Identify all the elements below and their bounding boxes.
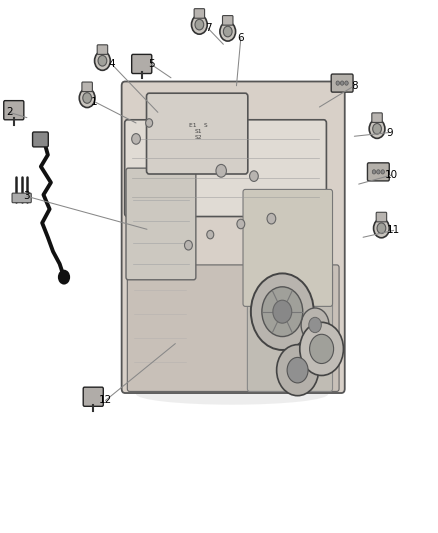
FancyBboxPatch shape	[83, 387, 103, 406]
FancyBboxPatch shape	[122, 82, 345, 393]
Text: 9: 9	[386, 127, 392, 138]
Circle shape	[220, 22, 236, 41]
FancyBboxPatch shape	[372, 113, 382, 123]
Circle shape	[223, 26, 232, 37]
Text: 2: 2	[6, 107, 13, 117]
Circle shape	[345, 81, 348, 85]
FancyBboxPatch shape	[126, 168, 196, 280]
Circle shape	[287, 358, 308, 383]
Circle shape	[273, 300, 292, 323]
FancyBboxPatch shape	[331, 74, 353, 92]
FancyBboxPatch shape	[127, 265, 339, 391]
Text: 4: 4	[109, 60, 115, 69]
Circle shape	[369, 119, 385, 139]
Circle shape	[195, 19, 204, 30]
Circle shape	[79, 88, 95, 108]
Circle shape	[377, 223, 386, 233]
Text: 8: 8	[351, 81, 358, 91]
Circle shape	[250, 171, 258, 181]
FancyBboxPatch shape	[97, 45, 108, 54]
Ellipse shape	[136, 383, 328, 405]
Circle shape	[251, 273, 314, 350]
FancyBboxPatch shape	[12, 193, 31, 203]
Circle shape	[310, 334, 334, 364]
Circle shape	[207, 230, 214, 239]
Circle shape	[146, 119, 152, 127]
FancyBboxPatch shape	[223, 15, 233, 25]
FancyBboxPatch shape	[4, 101, 24, 120]
Text: 10: 10	[385, 170, 398, 180]
Circle shape	[237, 219, 245, 229]
FancyBboxPatch shape	[82, 82, 92, 92]
Circle shape	[374, 219, 389, 238]
Circle shape	[336, 81, 339, 85]
Circle shape	[309, 317, 321, 333]
Text: 1: 1	[91, 96, 98, 107]
Circle shape	[83, 93, 92, 103]
Circle shape	[340, 81, 344, 85]
FancyBboxPatch shape	[32, 132, 48, 147]
Text: 12: 12	[99, 395, 112, 406]
Circle shape	[301, 308, 329, 342]
Circle shape	[98, 55, 107, 66]
Circle shape	[58, 270, 70, 285]
Circle shape	[381, 169, 385, 174]
FancyBboxPatch shape	[132, 54, 152, 74]
Circle shape	[95, 51, 110, 70]
FancyBboxPatch shape	[247, 269, 332, 391]
Circle shape	[300, 322, 343, 375]
FancyBboxPatch shape	[376, 212, 387, 222]
Circle shape	[184, 240, 192, 250]
Text: 5: 5	[148, 60, 155, 69]
Text: E1  S
S1
S2: E1 S S1 S2	[189, 123, 208, 140]
FancyBboxPatch shape	[125, 120, 326, 216]
Circle shape	[277, 345, 318, 395]
Circle shape	[372, 169, 376, 174]
FancyBboxPatch shape	[147, 93, 248, 174]
Circle shape	[377, 169, 380, 174]
Circle shape	[191, 15, 207, 34]
Text: 7: 7	[205, 23, 212, 34]
Text: 11: 11	[387, 225, 400, 236]
FancyBboxPatch shape	[194, 9, 205, 18]
Circle shape	[373, 124, 381, 134]
FancyBboxPatch shape	[243, 189, 332, 306]
Text: 3: 3	[24, 191, 30, 201]
Circle shape	[262, 287, 303, 336]
FancyBboxPatch shape	[367, 163, 389, 181]
Text: 6: 6	[237, 33, 244, 43]
Circle shape	[216, 165, 226, 177]
Circle shape	[267, 213, 276, 224]
Circle shape	[132, 134, 141, 144]
